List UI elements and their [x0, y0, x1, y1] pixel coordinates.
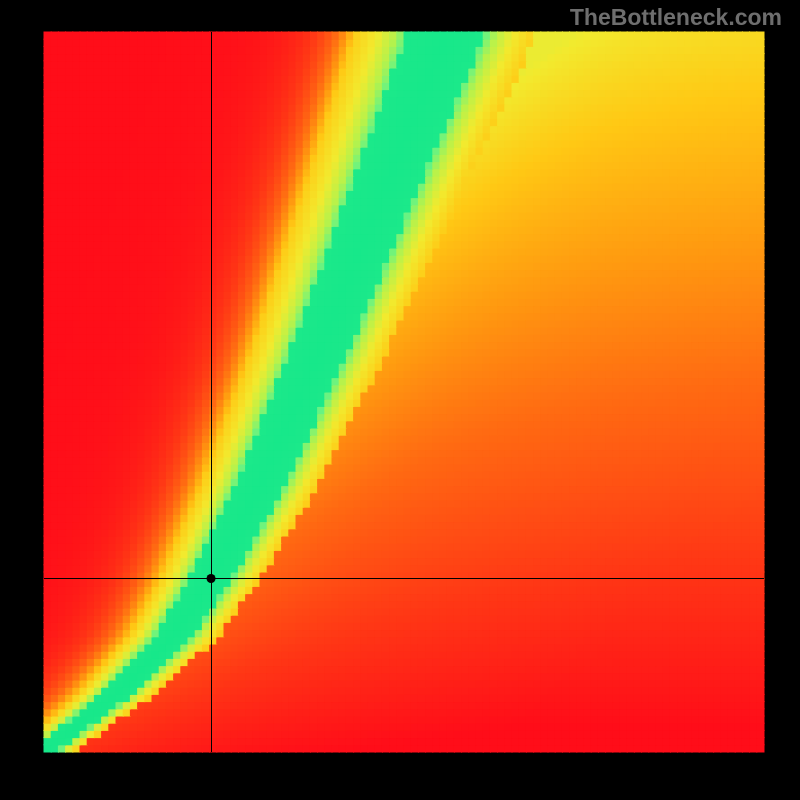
chart-container: TheBottleneck.com: [0, 0, 800, 800]
watermark-label: TheBottleneck.com: [570, 4, 782, 31]
bottleneck-heatmap: [0, 0, 800, 800]
